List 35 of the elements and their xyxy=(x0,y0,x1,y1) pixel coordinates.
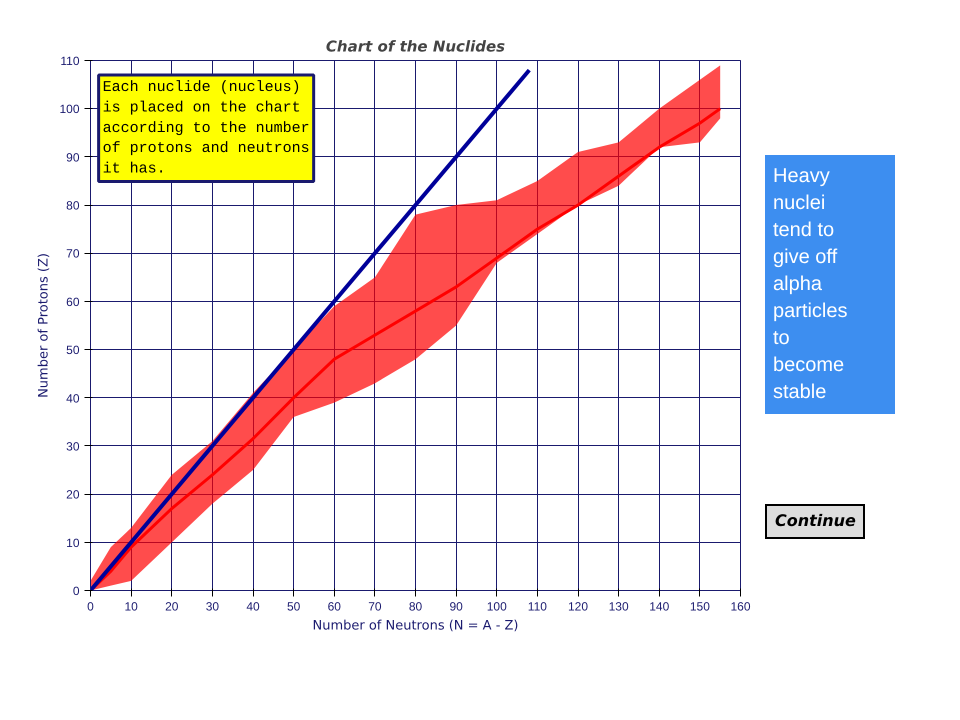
x-tick-label: 20 xyxy=(165,600,179,614)
y-tick-label: 40 xyxy=(66,391,80,406)
y-tick-label: 60 xyxy=(66,294,80,309)
y-tick-label: 10 xyxy=(66,536,80,550)
annotation: Each nuclide (nucleus) is placed on the chart according to the number of protons and neutrons it has. xyxy=(102,78,310,178)
x-tick-label: 140 xyxy=(649,600,670,614)
y-tick-label: 80 xyxy=(66,198,80,213)
text: Continue xyxy=(775,510,856,532)
x-tick-label: 130 xyxy=(608,600,629,614)
x-tick-label: 30 xyxy=(206,600,220,614)
y-tick-label: 90 xyxy=(66,150,80,164)
x-tick-label: 10 xyxy=(124,600,138,614)
x-tick-label: 120 xyxy=(568,600,588,614)
y-tick-label: 30 xyxy=(66,439,80,454)
x-tick-label: 110 xyxy=(528,600,548,614)
y-axis-title: Number of Protons (Z) xyxy=(36,253,52,398)
y-tick-label: 0 xyxy=(72,584,80,598)
x-tick-label: 70 xyxy=(368,600,382,614)
x-tick-label: 40 xyxy=(246,600,260,614)
x-tick-label: 150 xyxy=(690,600,710,614)
x-tick-label: 50 xyxy=(286,600,301,614)
chart-title: Chart of the Nuclides xyxy=(326,38,506,56)
y-tick-label: 70 xyxy=(66,246,80,261)
x-tick-label: 90 xyxy=(449,600,464,614)
x-tick-label: 60 xyxy=(328,600,342,614)
y-tick-label: 20 xyxy=(66,488,80,502)
x-tick-label: 80 xyxy=(408,600,422,614)
y-tick-label: 110 xyxy=(60,54,80,68)
x-tick-label: 0 xyxy=(87,600,94,614)
y-tick-label: 100 xyxy=(59,102,80,116)
x-tick-label: 100 xyxy=(486,600,508,614)
x-axis-title: Number of Neutrons (N = A - Z) xyxy=(312,618,519,634)
text: Heavy nuclei tend to give off alpha particles to become stable xyxy=(773,165,848,403)
y-tick-label: 50 xyxy=(66,343,80,358)
x-tick-label: 160 xyxy=(730,600,751,614)
